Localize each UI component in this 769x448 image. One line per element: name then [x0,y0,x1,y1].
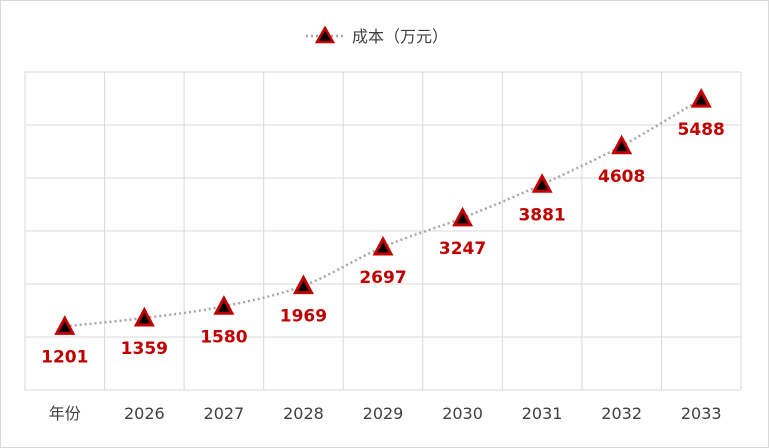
x-tick-label: 2026 [124,404,165,423]
data-label: 1969 [280,307,327,327]
data-point-marker [54,315,76,335]
x-tick-label: 2028 [283,404,324,423]
x-tick-label: 年份 [49,404,81,423]
x-tick-label: 2030 [442,404,483,423]
data-label: 1580 [200,327,247,347]
markers [54,87,712,335]
data-label: 2697 [359,268,406,288]
data-point-marker [531,173,553,193]
data-point-marker [452,206,474,227]
data-labels: 1201 1359 1580 1969 2697 3247 3881 4608 5488 [41,120,725,367]
data-label: 3247 [439,239,486,259]
data-label: 3881 [518,205,565,225]
data-point-marker [213,295,235,315]
series-line [64,98,702,328]
data-label: 1359 [121,339,168,359]
data-point-marker [292,274,314,295]
x-tick-label: 2032 [601,404,642,423]
x-tick-label: 2031 [522,404,563,423]
gridlines [24,71,742,391]
data-point-marker [372,235,394,256]
x-tick-label: 2033 [681,404,722,423]
legend: 成本（万元） [306,25,448,46]
legend-triangle-marker [314,25,336,44]
data-point-marker [690,87,712,108]
data-label: 5488 [678,120,725,140]
legend-series-name: 成本（万元） [352,27,448,46]
x-tick-label: 2029 [363,404,404,423]
data-label: 4608 [598,167,645,187]
data-point-marker [611,134,633,155]
x-tick-labels: 年份 2026 2027 2028 2029 2030 2031 2032 2033 [49,404,722,423]
data-point-marker [133,306,155,327]
data-label: 1201 [41,347,88,367]
x-tick-label: 2027 [204,404,245,423]
